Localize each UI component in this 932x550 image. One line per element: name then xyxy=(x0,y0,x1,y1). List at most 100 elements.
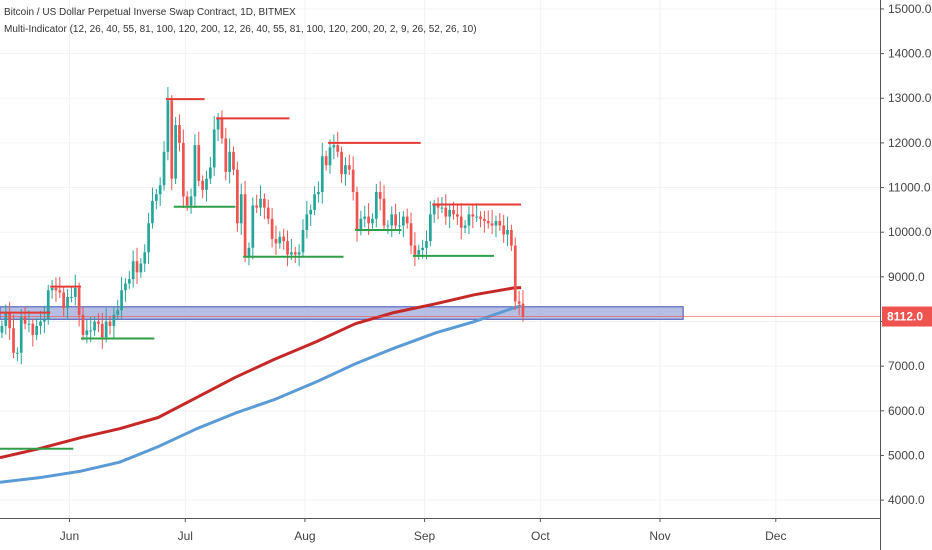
candle xyxy=(382,198,386,226)
candle xyxy=(486,221,490,224)
candle xyxy=(89,330,93,332)
y-tick-label: 12000.0 xyxy=(888,136,932,150)
candle xyxy=(259,198,262,208)
candle xyxy=(243,194,247,257)
candle xyxy=(170,100,174,179)
candle xyxy=(510,229,513,246)
candle xyxy=(247,247,251,257)
candle xyxy=(162,151,166,186)
candle xyxy=(19,317,23,353)
candle xyxy=(236,169,239,224)
symbol-title: Bitcoin / US Dollar Perpetual Inverse Sw… xyxy=(4,7,296,18)
candle xyxy=(270,218,274,239)
candle xyxy=(297,252,301,255)
candle xyxy=(43,319,46,322)
candle xyxy=(390,214,394,226)
candle xyxy=(58,290,62,293)
candle xyxy=(224,138,228,172)
candle xyxy=(62,292,66,309)
indicator-legend[interactable]: Multi-Indicator (12, 26, 40, 55, 81, 100… xyxy=(4,24,477,35)
candle xyxy=(278,236,282,244)
candle xyxy=(8,312,11,329)
candle xyxy=(293,252,297,255)
x-tick-label: Sep xyxy=(414,529,436,543)
moving-average-blue xyxy=(0,304,522,484)
candle xyxy=(228,151,231,172)
candle xyxy=(181,142,185,197)
x-tick-label: Dec xyxy=(765,529,786,543)
candle xyxy=(193,145,197,197)
x-tick-label: Jun xyxy=(60,529,79,543)
candle xyxy=(54,288,58,291)
x-tick-label: Aug xyxy=(294,529,315,543)
candle xyxy=(147,223,150,253)
candle xyxy=(513,245,517,302)
candle xyxy=(255,205,259,208)
candle xyxy=(286,241,289,255)
candle xyxy=(197,145,201,181)
candle xyxy=(475,216,479,218)
y-tick-label: 5000.0 xyxy=(888,448,925,462)
candle xyxy=(401,216,405,226)
y-tick-label: 6000.0 xyxy=(888,404,925,418)
candle xyxy=(301,229,305,253)
x-tick-label: Jul xyxy=(178,529,193,543)
candle xyxy=(232,151,235,170)
candle xyxy=(12,328,15,353)
candle xyxy=(143,252,147,264)
candle xyxy=(16,352,19,354)
candle xyxy=(135,261,139,273)
x-tick-label: Nov xyxy=(649,529,670,543)
candle xyxy=(23,317,27,324)
y-tick-label: 15000.0 xyxy=(888,2,932,16)
candle xyxy=(124,283,127,291)
candle xyxy=(27,323,31,325)
candle xyxy=(116,310,120,315)
candle xyxy=(166,100,170,152)
candle xyxy=(131,261,135,280)
candle xyxy=(108,321,112,326)
grid xyxy=(0,0,880,518)
candle xyxy=(459,216,463,228)
candle xyxy=(174,125,177,179)
candles-layer xyxy=(0,87,525,365)
candle xyxy=(429,214,432,242)
candle xyxy=(479,216,482,219)
candle xyxy=(444,207,448,217)
candle xyxy=(332,145,336,148)
candle xyxy=(394,214,397,226)
candle xyxy=(440,207,444,209)
candle xyxy=(77,288,81,315)
candle xyxy=(483,218,486,222)
y-tick-label: 14000.0 xyxy=(888,47,932,61)
candle xyxy=(185,196,189,206)
candle xyxy=(328,147,332,166)
candle xyxy=(425,241,428,248)
candle xyxy=(201,180,204,190)
candle xyxy=(386,225,390,227)
candle xyxy=(189,196,193,206)
candle xyxy=(313,194,316,210)
candle xyxy=(93,321,96,331)
candle xyxy=(97,321,100,324)
candle xyxy=(417,250,421,255)
candle xyxy=(413,245,417,255)
candle xyxy=(31,323,35,335)
candle xyxy=(506,229,509,235)
candle xyxy=(100,323,104,338)
candle xyxy=(127,279,131,284)
candle xyxy=(81,314,85,335)
candle xyxy=(205,178,208,190)
candle xyxy=(448,209,451,217)
candle xyxy=(112,314,116,326)
candle xyxy=(309,209,313,215)
candle xyxy=(178,125,181,143)
candle xyxy=(398,225,401,227)
candle xyxy=(282,236,286,242)
candle xyxy=(251,205,255,248)
candle xyxy=(46,290,50,320)
moving-averages-layer xyxy=(0,286,522,484)
candle xyxy=(239,194,243,224)
